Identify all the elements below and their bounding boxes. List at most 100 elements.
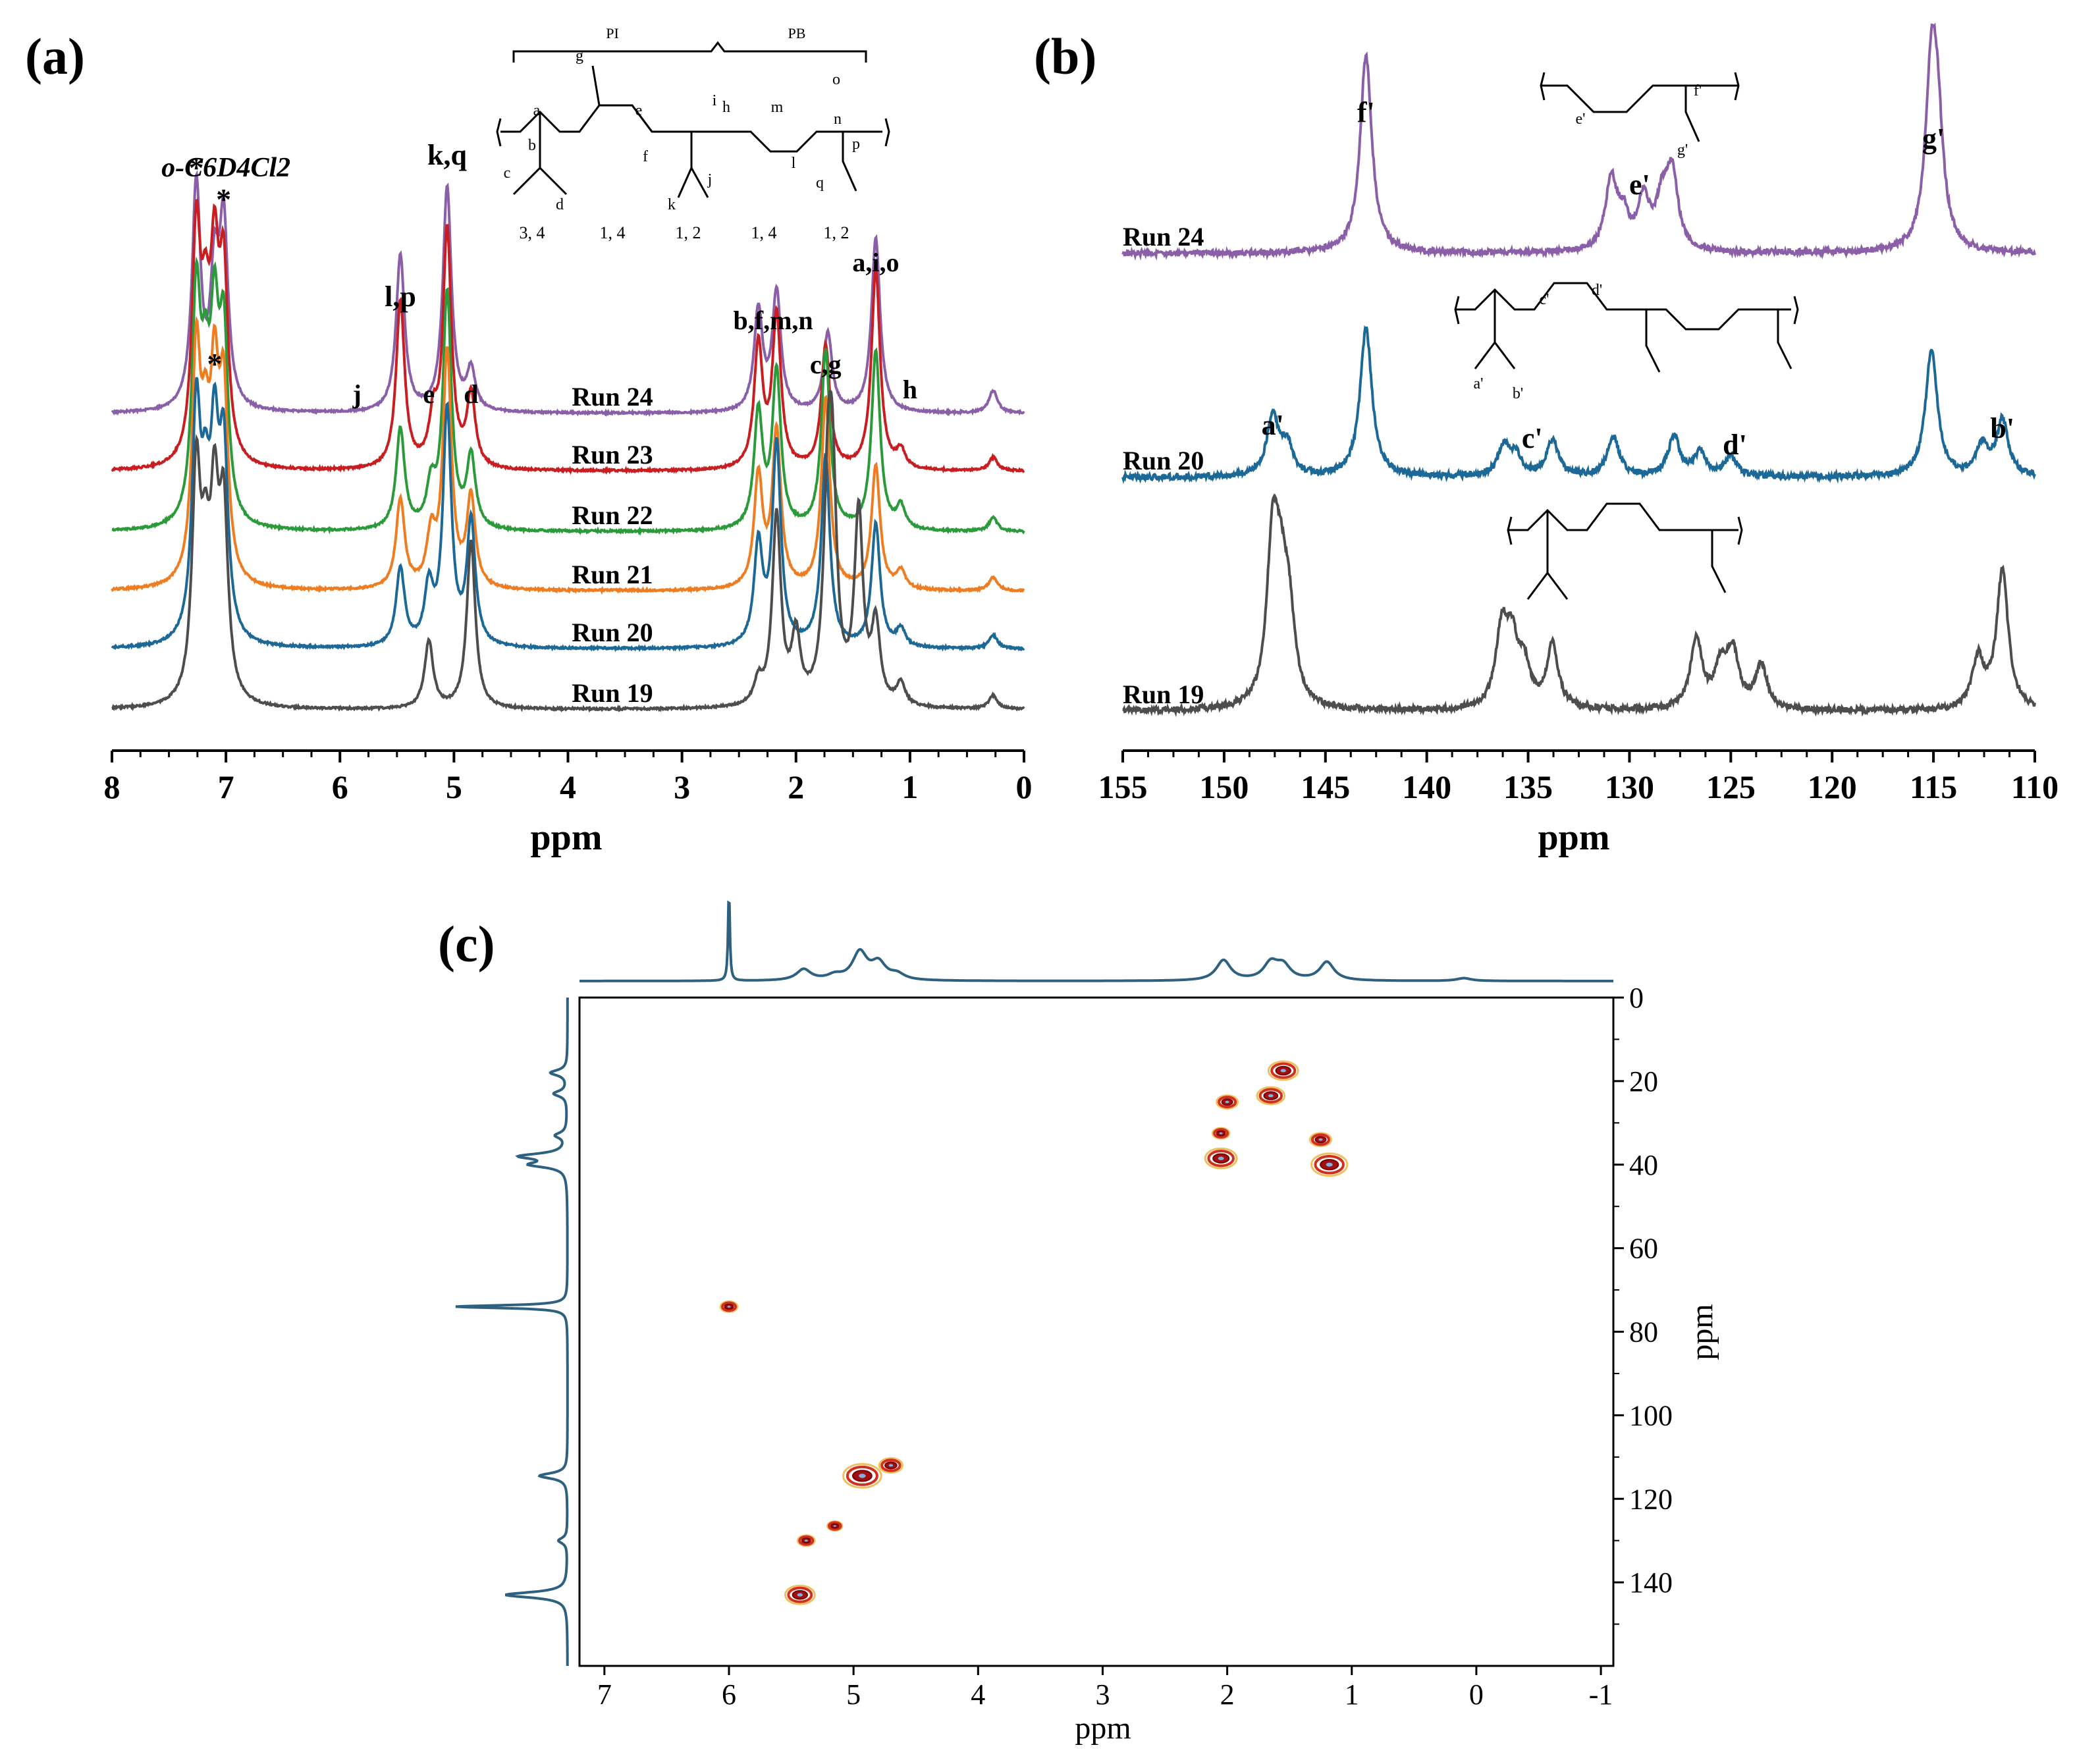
x-tick-label: 120 (1808, 768, 1857, 805)
structure-atom-label: g' (1677, 142, 1688, 159)
x-tick-label: 1 (902, 768, 918, 805)
structure-unit-label: 1, 4 (600, 223, 626, 242)
cross-peak (1211, 1127, 1231, 1140)
cross-peak (1216, 1094, 1239, 1110)
cross-peak (1310, 1152, 1349, 1177)
y-tick-label: 0 (1629, 982, 1644, 1014)
x-tick-label: 6 (332, 768, 348, 805)
series-line-run-19 (111, 390, 1025, 713)
panel-b-x-axis-label: ppm (1538, 817, 1610, 858)
cross-peak (878, 1457, 903, 1474)
series-line-run-20 (111, 377, 1025, 653)
peak-annotation: c,g (810, 350, 842, 379)
structure-atom-label: g (576, 47, 583, 65)
cross-peak (1267, 1060, 1299, 1081)
panel-a-annotations: o-C6D4Cl2***k,ql,pj e db,f,m,nc,ga,i,oh (161, 139, 917, 409)
series-line-run-19 (1122, 493, 2036, 718)
x-tick-label: 145 (1301, 768, 1350, 805)
peak-annotation: * (207, 347, 222, 381)
structure-unit-label: 1, 4 (751, 223, 777, 242)
x-tick-label: 1 (1345, 1678, 1359, 1711)
peak-annotation: f' (1357, 96, 1375, 128)
panel-b-structure-labels: e' f' g' a' b' c' d' (1474, 82, 1702, 402)
structure-atom-label: b (528, 137, 536, 154)
x-tick-label: 0 (1016, 768, 1033, 805)
panel-a-x-axis-label: ppm (531, 817, 603, 858)
structure-unit-label: 1, 2 (824, 223, 849, 242)
x-tick-label: 115 (1910, 768, 1957, 805)
series-label: Run 20 (1123, 446, 1204, 475)
cross-peak (1204, 1147, 1238, 1169)
panel-c-y-ticks: 0 20 40 60 80 100 120 140 (1613, 982, 1673, 1625)
x-tick-label: -1 (1589, 1678, 1613, 1711)
series-line-run-24 (1121, 22, 2036, 261)
structure-atom-label: p (852, 136, 860, 153)
x-tick-label: 7 (218, 768, 234, 805)
x-tick-label: 125 (1706, 768, 1756, 805)
structure-atom-label: j (707, 171, 713, 188)
panel-c-label: (c) (438, 915, 495, 973)
peak-annotation: o-C6D4Cl2 (161, 153, 290, 183)
structure-atom-label: d' (1592, 282, 1602, 299)
panel-c-plot-area (578, 996, 1615, 1667)
panel-c-x-axis-label: ppm (1075, 1711, 1131, 1746)
x-tick-label: 130 (1605, 768, 1654, 805)
x-tick-label: 140 (1402, 768, 1451, 805)
structure-atom-label: f' (1694, 82, 1702, 99)
peak-annotation: b' (1990, 412, 2014, 444)
x-tick-label: 155 (1098, 768, 1148, 805)
x-tick-label: 3 (674, 768, 690, 805)
series-line-run-22 (111, 256, 1025, 536)
y-tick-label: 60 (1629, 1233, 1658, 1265)
structure-atom-label: n (834, 111, 842, 128)
x-tick-label: 7 (597, 1678, 612, 1711)
peak-annotation: k,q (427, 139, 467, 171)
y-tick-label: 20 (1629, 1065, 1658, 1098)
structure-atom-label: l (792, 155, 796, 172)
cross-peak (826, 1520, 844, 1532)
peak-annotation: g' (1922, 122, 1945, 155)
peak-annotation: j (352, 379, 362, 409)
x-tick-label: 150 (1199, 768, 1249, 805)
y-tick-label: 120 (1629, 1483, 1673, 1515)
panel-a-spectrum: (a) Run 24 Run 23 Run 22 Run 21 Run 20 Run 19… (25, 25, 1033, 858)
x-tick-label: 2 (1220, 1678, 1235, 1711)
cross-peak (719, 1300, 739, 1313)
cross-peak (1256, 1086, 1286, 1106)
series-label: Run 24 (1123, 222, 1204, 252)
series-label: Run 22 (572, 500, 653, 530)
structure-atom-label: e (635, 102, 643, 119)
panel-a-structure (496, 41, 890, 198)
panel-b-label: (b) (1034, 28, 1096, 85)
peak-annotation: * (216, 182, 231, 216)
structure-atom-label: i (713, 92, 717, 109)
panel-c-x-ticks: 7 6 5 4 3 2 1 0 -1 (597, 1666, 1613, 1711)
panel-b-structure-top (1540, 72, 1740, 142)
x-tick-label: 8 (104, 768, 121, 805)
structure-atom-label: q (816, 174, 824, 192)
panel-b-spectrum: (b) Run 24 Run 20 Run 19 f' g' e' a' c' d' b' 15… (1034, 22, 2059, 858)
structure-block-label: PI (606, 25, 619, 41)
x-tick-label: 4 (560, 768, 576, 805)
x-tick-label: 0 (1469, 1678, 1484, 1711)
panel-c-hsqc: (c) 7 6 5 4 3 2 1 0 -1 0 20 40 60 80 100 120 140 ppm pp… (438, 900, 1719, 1746)
peak-annotation: d (464, 379, 478, 409)
series-line-run-24 (111, 170, 1025, 417)
series-line-run-21 (111, 315, 1025, 595)
panel-a-label: (a) (25, 28, 85, 85)
panel-b-series-group: Run 24 Run 20 Run 19 (1121, 22, 2036, 718)
structure-atom-label: c' (1540, 291, 1549, 308)
x-tick-label: 110 (2011, 768, 2059, 805)
panel-a-structure-labels: PI PB a bc d e f g hi j k l m n o p q 3, 4 1, 4 1, 2 1, 4 1, … (504, 25, 860, 242)
y-tick-label: 140 (1629, 1566, 1673, 1599)
y-tick-label: 100 (1629, 1399, 1673, 1431)
peak-annotation: b,f,m,n (734, 306, 813, 335)
panel-c-cross-peaks (719, 1060, 1349, 1605)
y-tick-label: 80 (1629, 1316, 1658, 1349)
x-tick-label: 135 (1503, 768, 1553, 805)
panel-a-x-ticks: 8 7 6 5 4 3 2 1 0 (104, 751, 1033, 805)
structure-unit-label: 1, 2 (676, 223, 701, 242)
series-label: Run 23 (572, 440, 653, 469)
series-label: Run 21 (572, 560, 653, 589)
